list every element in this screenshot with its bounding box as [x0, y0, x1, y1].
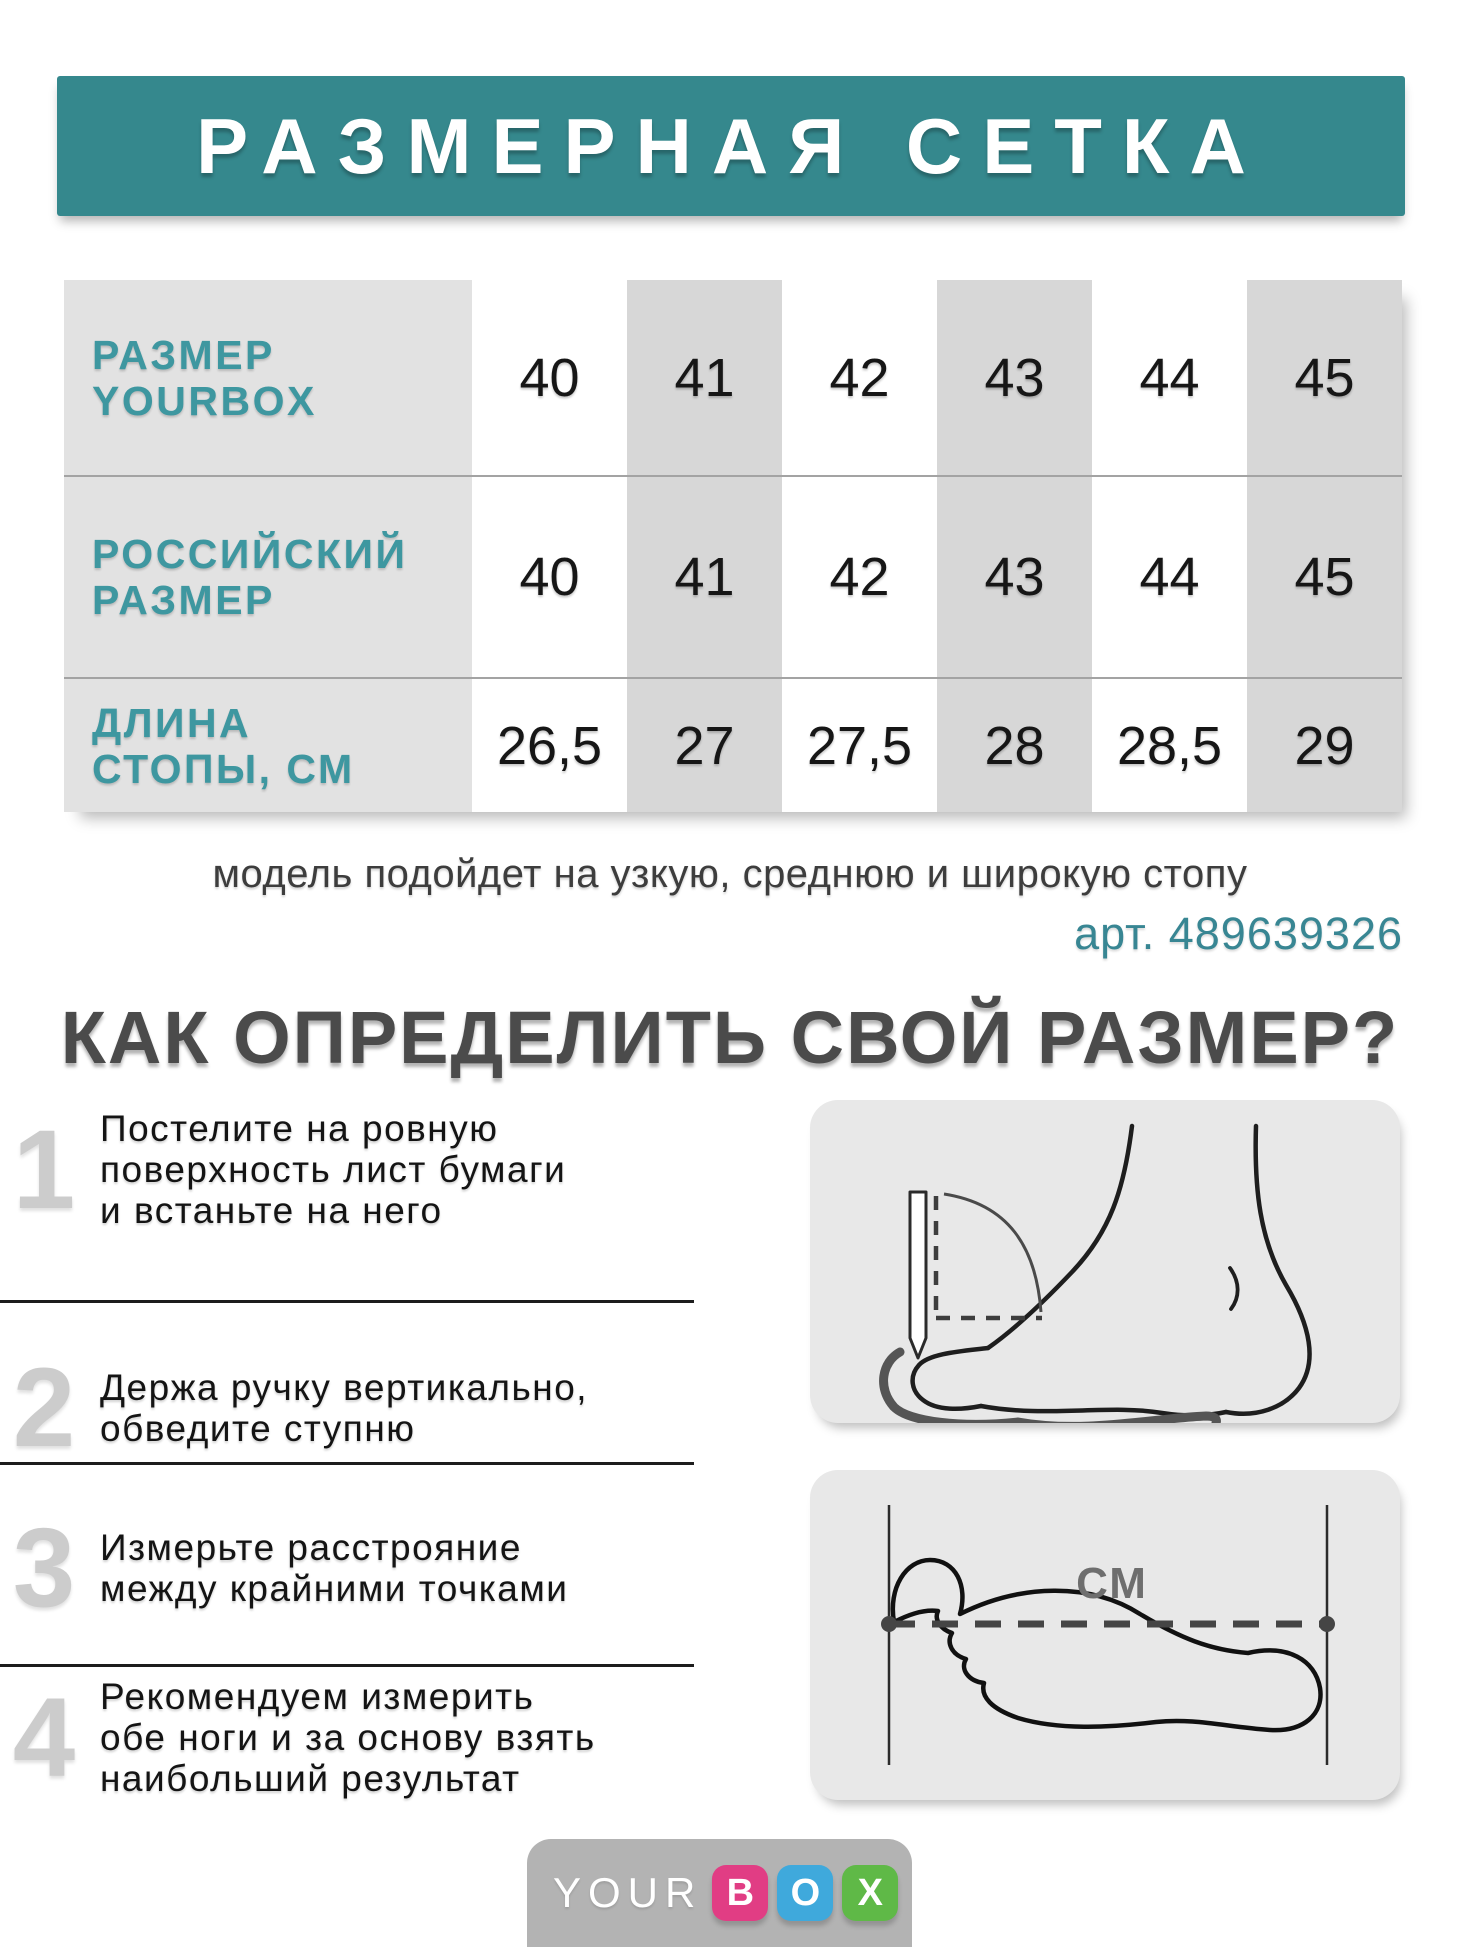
row-label-line: YOURBOX [92, 377, 317, 424]
row-label-line: ДЛИНА [92, 699, 252, 746]
step-divider [0, 1664, 694, 1667]
step-divider [0, 1462, 694, 1465]
step-text-line: поверхность лист бумаги [100, 1149, 567, 1190]
size-value-cell: 28 [937, 677, 1092, 812]
size-value-cell: 41 [627, 280, 782, 475]
step-3-number: 3 [12, 1505, 76, 1630]
howto-heading: КАК ОПРЕДЕЛИТЬ СВОЙ РАЗМЕР? [60, 996, 1400, 1079]
size-value-cell: 40 [472, 475, 627, 677]
size-value-cell: 42 [782, 280, 937, 475]
row-label-line: СТОПЫ, СМ [92, 745, 355, 792]
size-value-cell: 41 [627, 475, 782, 677]
size-value-cell: 44 [1092, 475, 1247, 677]
page-title: РАЗМЕРНАЯ СЕТКА [196, 101, 1266, 190]
size-value-cell: 45 [1247, 280, 1402, 475]
logo-letter-x: X [842, 1865, 899, 1921]
foot-measure-illustration: СМ [810, 1470, 1400, 1800]
row-label-yourbox-size: РАЗМЕР YOURBOX [64, 280, 472, 475]
brand-logo: YOUR B O X [527, 1839, 912, 1947]
step-4: 4 Рекомендуем измерить обе ноги и за осн… [0, 1676, 596, 1799]
logo-letter-b: B [712, 1865, 769, 1921]
step-4-number: 4 [12, 1674, 76, 1800]
size-value-cell: 28,5 [1092, 677, 1247, 812]
step-text-line: между крайними точками [100, 1568, 569, 1609]
step-text-line: и встаньте на него [100, 1190, 443, 1231]
row-label-line: РОССИЙСКИЙ [92, 531, 408, 577]
pen-icon [908, 1190, 928, 1360]
step-text-line: наибольший результат [100, 1758, 521, 1799]
right-angle-guides [933, 1196, 1042, 1321]
row-label-line: РАЗМЕР [92, 331, 275, 378]
size-value-cell: 45 [1247, 475, 1402, 677]
step-4-text: Рекомендуем измерить обе ноги и за основ… [88, 1676, 596, 1799]
foot-outline-measure-icon: СМ [881, 1505, 1335, 1765]
step-3: 3 Измерьте расстрояние между крайними то… [0, 1512, 568, 1624]
step-2-text: Держа ручку вертикально, обведите ступню [88, 1367, 588, 1449]
article-number: арт. 489639326 [1074, 908, 1403, 959]
step-text-line: обведите ступню [100, 1408, 416, 1449]
fit-note: модель подойдет на узкую, среднюю и широ… [212, 852, 1248, 896]
cm-label: СМ [1076, 1559, 1148, 1608]
size-value-cell: 42 [782, 475, 937, 677]
size-value-cell: 26,5 [472, 677, 627, 812]
step-2: 2 Держа ручку вертикально, обведите ступ… [0, 1352, 588, 1464]
size-table: РАЗМЕР YOURBOX 40 41 42 43 44 45 РОССИЙС… [64, 280, 1402, 812]
measure-endpoint-dot [1319, 1616, 1335, 1632]
step-text-line: Измерьте расстрояние [100, 1527, 522, 1568]
foot-side-pen-icon [879, 1123, 1312, 1423]
row-label-russian-size: РОССИЙСКИЙ РАЗМЕР [64, 475, 472, 677]
title-banner: РАЗМЕРНАЯ СЕТКА [57, 76, 1405, 216]
logo-letter-o: O [777, 1865, 834, 1921]
size-value-cell: 27,5 [782, 677, 937, 812]
traced-outline-stroke [879, 1347, 1221, 1423]
step-2-number: 2 [12, 1345, 76, 1470]
size-value-cell: 27 [627, 677, 782, 812]
step-text-line: Держа ручку вертикально, [100, 1367, 589, 1408]
step-text-line: Постелите на ровную [100, 1108, 499, 1149]
size-value-cell: 43 [937, 475, 1092, 677]
size-value-cell: 43 [937, 280, 1092, 475]
foot-top-outline [890, 1557, 1323, 1733]
row-label-line: РАЗМЕР [92, 577, 275, 623]
foot-tracing-illustration [810, 1100, 1400, 1423]
step-1-text: Постелите на ровную поверхность лист бум… [88, 1108, 566, 1231]
pen-angle-arc [943, 1192, 1043, 1313]
step-divider [0, 1300, 694, 1303]
row-label-foot-length: ДЛИНА СТОПЫ, СМ [64, 677, 472, 812]
size-value-cell: 29 [1247, 677, 1402, 812]
step-1: 1 Постелите на ровную поверхность лист б… [0, 1108, 566, 1231]
size-value-cell: 44 [1092, 280, 1247, 475]
step-text-line: Рекомендуем измерить [100, 1676, 535, 1717]
logo-word: YOUR [553, 1869, 703, 1916]
measure-endpoint-dot [881, 1616, 897, 1632]
step-1-number: 1 [12, 1106, 76, 1232]
step-text-line: обе ноги и за основу взять [100, 1717, 596, 1758]
step-3-text: Измерьте расстрояние между крайними точк… [88, 1527, 568, 1609]
size-value-cell: 40 [472, 280, 627, 475]
